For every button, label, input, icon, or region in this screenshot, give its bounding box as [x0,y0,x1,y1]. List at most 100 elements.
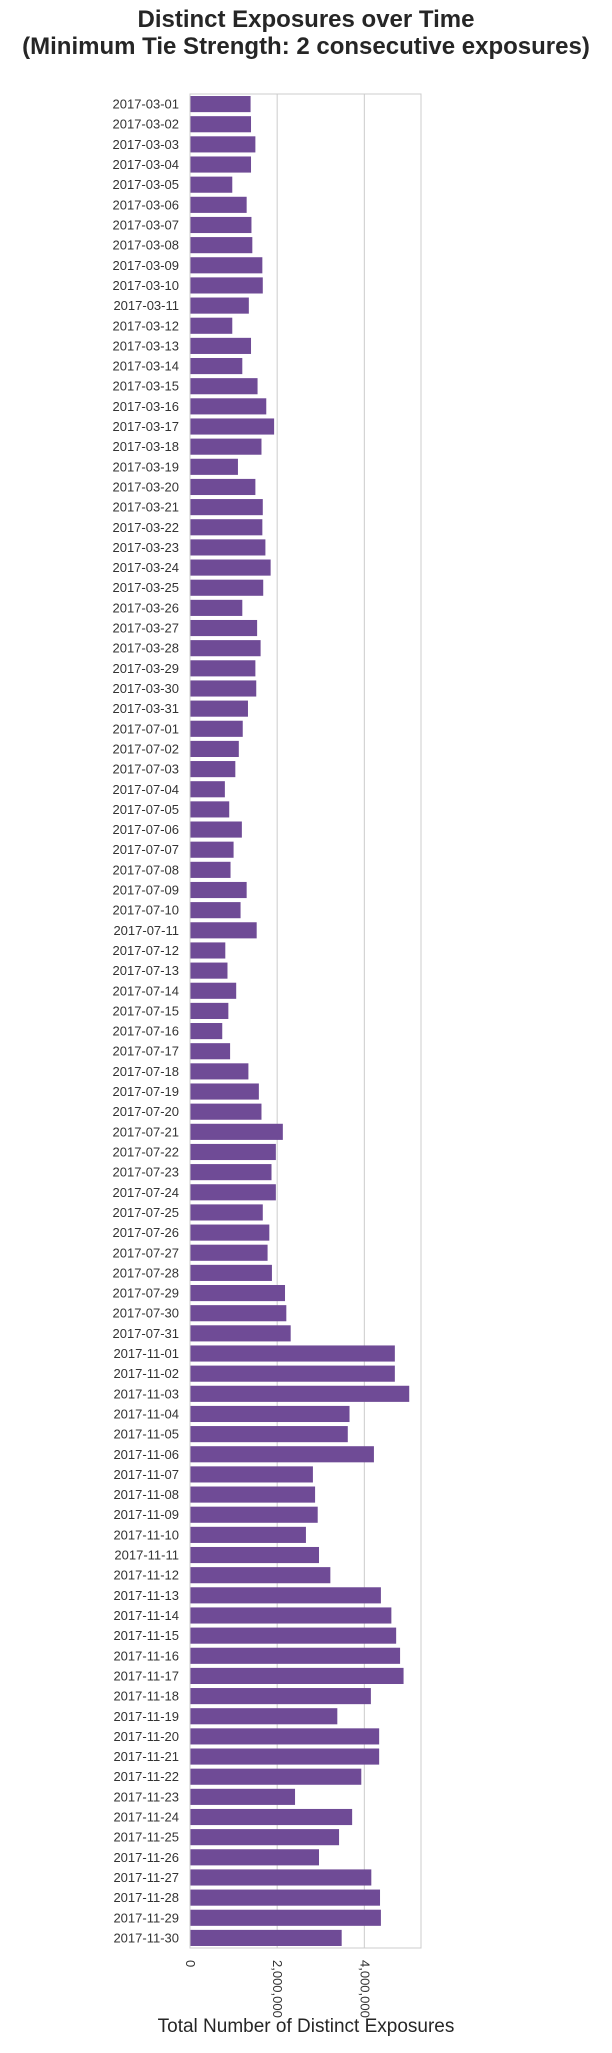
bar [190,196,247,213]
y-tick-label: 2017-07-12 [113,943,180,958]
bar [190,982,237,999]
bar [190,1325,291,1342]
y-tick-label: 2017-07-19 [113,1084,180,1099]
bar [190,1365,395,1382]
y-tick-label: 2017-07-13 [113,963,180,978]
bar [190,519,263,536]
bar [190,1023,223,1040]
y-tick-label: 2017-07-02 [113,741,180,756]
bar [190,1526,306,1543]
bar [190,1627,397,1644]
bar [190,277,263,294]
y-tick-label: 2017-11-12 [113,1568,179,1583]
bars [190,96,410,1946]
y-tick-label: 2017-03-23 [113,540,180,555]
y-tick-label: 2017-03-01 [113,97,180,112]
bar [190,640,261,657]
bar [190,1083,259,1100]
y-tick-label: 2017-11-10 [113,1527,179,1542]
bar [190,418,275,435]
bar [190,700,248,717]
bar [190,922,257,939]
bar [190,1043,231,1060]
y-tick-label: 2017-11-19 [113,1709,179,1724]
chart-subtitle: (Minimum Tie Strength: 2 consecutive exp… [22,33,590,60]
bar [190,761,236,778]
y-tick-label: 2017-07-10 [113,903,180,918]
y-tick-label: 2017-07-22 [113,1144,180,1159]
y-tick-label: 2017-07-09 [113,883,180,898]
y-tick-label: 2017-07-24 [113,1185,180,1200]
bar [190,96,251,113]
x-tick-label: 0 [183,1960,198,1967]
y-tick-label: 2017-11-11 [114,1548,179,1563]
y-tick-label: 2017-03-27 [113,621,180,636]
y-tick-label: 2017-11-28 [113,1890,179,1905]
bar [190,1244,268,1261]
y-tick-label: 2017-11-22 [113,1769,179,1784]
bar [190,680,257,697]
y-tick-label: 2017-03-07 [113,217,180,232]
x-axis-label: Total Number of Distinct Exposures [157,2016,455,2037]
bar [190,1829,340,1846]
bar [190,1909,381,1926]
y-tick-label: 2017-03-21 [113,500,180,515]
y-tick-label: 2017-11-29 [113,1910,179,1925]
bar [190,1204,263,1221]
y-tick-label: 2017-03-17 [113,419,180,434]
bar [190,257,263,274]
bar [190,1345,395,1362]
y-tick-label: 2017-11-06 [113,1447,179,1462]
bar [190,1728,380,1745]
bar [190,1486,316,1503]
bar [190,1002,229,1019]
y-tick-label: 2017-03-16 [113,399,180,414]
bar [190,1466,313,1483]
bar [190,176,233,193]
y-tick-label: 2017-07-01 [113,721,180,736]
bar [190,1667,404,1685]
y-tick-label: 2017-03-10 [113,278,180,293]
y-tick-label: 2017-03-26 [113,600,180,615]
y-tick-label: 2017-03-18 [113,439,180,454]
y-tick-label: 2017-11-07 [113,1467,179,1482]
y-tick-label: 2017-07-18 [113,1064,180,1079]
y-tick-label: 2017-07-25 [113,1205,180,1220]
bar [190,1567,331,1584]
bar [190,1587,381,1604]
bar [190,237,253,254]
bar [190,881,247,899]
bar [190,902,241,919]
y-tick-label: 2017-11-24 [113,1810,179,1825]
y-tick-label: 2017-11-08 [113,1487,179,1502]
y-tick-label: 2017-03-13 [113,338,180,353]
bar [190,821,242,838]
y-tick-label: 2017-03-15 [113,379,180,394]
bar [190,398,267,415]
y-tick-label: 2017-11-03 [113,1386,179,1401]
bar [190,378,258,395]
y-tick-label: 2017-07-05 [113,802,180,817]
plot-frame [189,93,422,1949]
y-tick-label: 2017-11-13 [113,1588,179,1603]
y-tick-label: 2017-07-21 [113,1124,180,1139]
bar [190,1808,353,1826]
chart-title: Distinct Exposures over Time [137,6,475,33]
bar [190,478,256,496]
bar [190,216,252,234]
y-tick-label: 2017-11-05 [113,1427,179,1442]
y-tick-label: 2017-07-11 [113,923,179,938]
bar [190,559,271,576]
bar [190,1607,392,1624]
y-tick-labels: 2017-03-01 2017-03-02 2017-03-03 2017-03-04… [113,97,180,1946]
bar [190,1647,401,1664]
bar [190,1708,338,1725]
y-tick-label: 2017-03-12 [113,318,180,333]
y-tick-label: 2017-07-31 [113,1326,180,1341]
bar [190,1405,350,1423]
bar [190,458,238,475]
bar [190,962,228,979]
bar [190,660,256,677]
chart-title-block: Distinct Exposures over Time (Minimum Ti… [0,6,612,60]
